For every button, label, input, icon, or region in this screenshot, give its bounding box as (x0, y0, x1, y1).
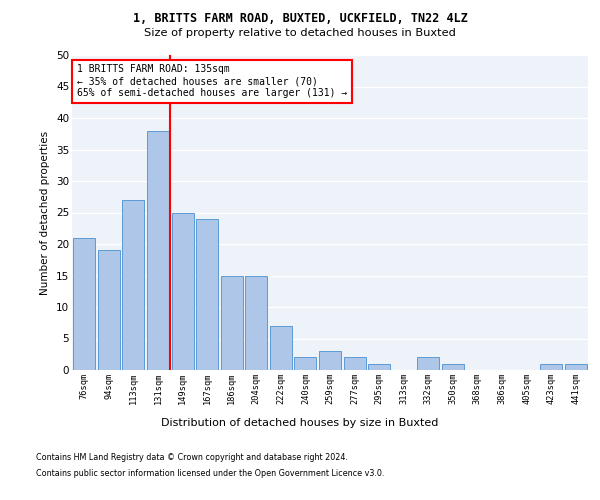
Text: Contains HM Land Registry data © Crown copyright and database right 2024.: Contains HM Land Registry data © Crown c… (36, 454, 348, 462)
Bar (221, 276, 243, 370)
Bar (442, 364, 464, 370)
Bar (270, 326, 292, 370)
Bar (368, 364, 390, 370)
Bar (565, 364, 587, 370)
Bar (295, 358, 316, 370)
Bar (540, 364, 562, 370)
Bar (122, 200, 145, 370)
Text: Distribution of detached houses by size in Buxted: Distribution of detached houses by size … (161, 418, 439, 428)
Text: Size of property relative to detached houses in Buxted: Size of property relative to detached ho… (144, 28, 456, 38)
Bar (344, 358, 365, 370)
Bar (196, 219, 218, 370)
Text: Contains public sector information licensed under the Open Government Licence v3: Contains public sector information licen… (36, 468, 385, 477)
Y-axis label: Number of detached properties: Number of detached properties (40, 130, 50, 294)
Bar (245, 276, 268, 370)
Bar (147, 130, 169, 370)
Text: 1 BRITTS FARM ROAD: 135sqm
← 35% of detached houses are smaller (70)
65% of semi: 1 BRITTS FARM ROAD: 135sqm ← 35% of deta… (77, 64, 347, 98)
Bar (417, 358, 439, 370)
Bar (319, 351, 341, 370)
Bar (172, 212, 194, 370)
Bar (73, 238, 95, 370)
Bar (98, 250, 120, 370)
Text: 1, BRITTS FARM ROAD, BUXTED, UCKFIELD, TN22 4LZ: 1, BRITTS FARM ROAD, BUXTED, UCKFIELD, T… (133, 12, 467, 26)
